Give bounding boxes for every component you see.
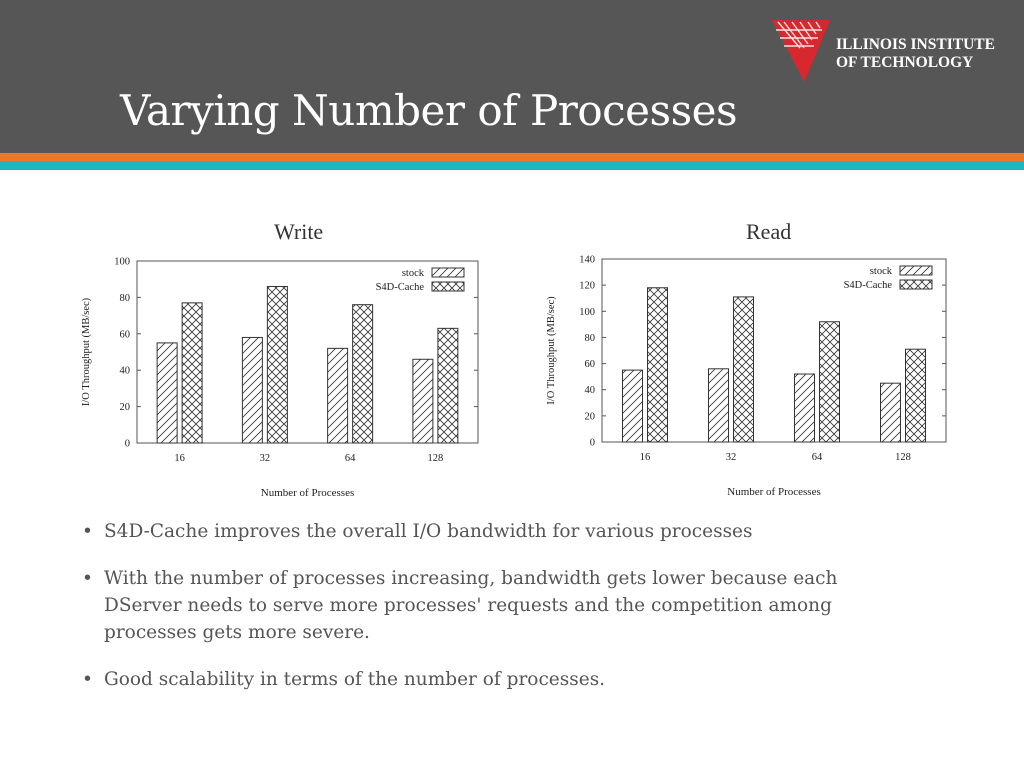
bullet-item: • Good scalability in terms of the number… — [82, 666, 912, 693]
x-axis-label: Number of Processes — [261, 487, 354, 499]
bar-s4d-cache — [819, 321, 840, 443]
legend-label: S4D-Cache — [844, 280, 893, 291]
iit-logo: ILLINOIS INSTITUTE OF TECHNOLOGY — [770, 18, 1000, 84]
bullet-dot: • — [82, 669, 93, 690]
x-tick-label: 16 — [174, 453, 185, 464]
y-tick-label: 0 — [125, 439, 130, 450]
legend-swatch — [899, 265, 933, 276]
y-tick-label: 60 — [120, 329, 131, 340]
legend-label: S4D-Cache — [376, 282, 425, 293]
y-tick-label: 80 — [585, 333, 596, 344]
iit-logo-icon — [772, 20, 830, 82]
x-axis-label: Number of Processes — [727, 486, 820, 498]
bullet-dot: • — [82, 521, 93, 542]
legend-swatch — [431, 281, 465, 292]
bar-s4d-cache — [733, 296, 754, 443]
x-tick-label: 64 — [812, 452, 823, 463]
bullet-text: S4D-Cache improves the overall I/O bandw… — [104, 521, 753, 542]
read-chart-title: Read — [746, 219, 792, 244]
x-tick-label: 32 — [726, 452, 737, 463]
y-tick-label: 100 — [114, 257, 130, 268]
y-tick-label: 20 — [120, 402, 131, 413]
y-axis-label: I/O Throughput (MB/sec) — [81, 297, 92, 406]
slide-header — [0, 0, 1024, 153]
y-tick-label: 120 — [579, 281, 595, 292]
orange-stripe — [0, 153, 1024, 161]
bullet-text: Good scalability in terms of the number … — [104, 669, 606, 690]
bar-stock — [412, 358, 434, 444]
x-tick-label: 32 — [260, 453, 271, 464]
logo-line-2: OF TECHNOLOGY — [836, 54, 974, 71]
bar-stock — [622, 369, 643, 443]
write-chart: 0 20 40 60 80 100 16 32 64 128 Number of Processes… — [81, 257, 479, 499]
bar-s4d-cache — [437, 327, 459, 444]
bar-stock — [794, 373, 815, 443]
write-chart-title: Write — [274, 219, 324, 244]
read-chart: 0 20 40 60 80 100 120 140 16 32 64 128 Number of Pro… — [546, 255, 947, 498]
legend-swatch — [431, 267, 465, 278]
y-tick-label: 40 — [585, 385, 596, 396]
bullet-item: • With the number of processes increasing… — [82, 565, 912, 646]
plot-frame — [601, 258, 947, 443]
bar-s4d-cache — [352, 304, 374, 444]
bar-stock — [241, 336, 263, 444]
legend-label: stock — [402, 268, 425, 279]
x-tick-label: 128 — [428, 453, 444, 464]
bar-stock — [156, 342, 178, 444]
logo-text: ILLINOIS INSTITUTE OF TECHNOLOGY — [836, 36, 995, 72]
slide-title: Varying Number of Processes — [120, 86, 738, 135]
bar-stock — [327, 347, 349, 444]
plot-frame — [136, 260, 479, 444]
x-tick-label: 128 — [895, 452, 911, 463]
legend-swatch — [899, 279, 933, 290]
bar-s4d-cache — [647, 287, 668, 443]
y-tick-label: 0 — [590, 438, 595, 449]
teal-stripe — [0, 161, 1024, 170]
bullet-dot: • — [82, 568, 93, 589]
y-axis-label: I/O Throughput (MB/sec) — [546, 296, 557, 405]
y-tick-label: 100 — [579, 307, 595, 318]
bar-s4d-cache — [266, 285, 288, 444]
x-tick-label: 16 — [640, 452, 651, 463]
y-tick-label: 60 — [585, 359, 596, 370]
x-tick-label: 64 — [345, 453, 356, 464]
bullet-list: • S4D-Cache improves the overall I/O band… — [82, 518, 912, 713]
bullet-item: • S4D-Cache improves the overall I/O band… — [82, 518, 912, 545]
y-tick-label: 140 — [579, 255, 595, 266]
y-tick-label: 20 — [585, 411, 596, 422]
bar-s4d-cache — [181, 302, 203, 444]
bar-stock — [708, 368, 729, 443]
y-tick-label: 80 — [120, 293, 131, 304]
y-tick-label: 40 — [120, 366, 131, 377]
legend-label: stock — [870, 266, 893, 277]
bullet-text: With the number of processes increasing,… — [104, 568, 838, 643]
bar-s4d-cache — [905, 348, 926, 443]
bar-stock — [880, 382, 901, 443]
logo-line-1: ILLINOIS INSTITUTE — [836, 36, 995, 53]
